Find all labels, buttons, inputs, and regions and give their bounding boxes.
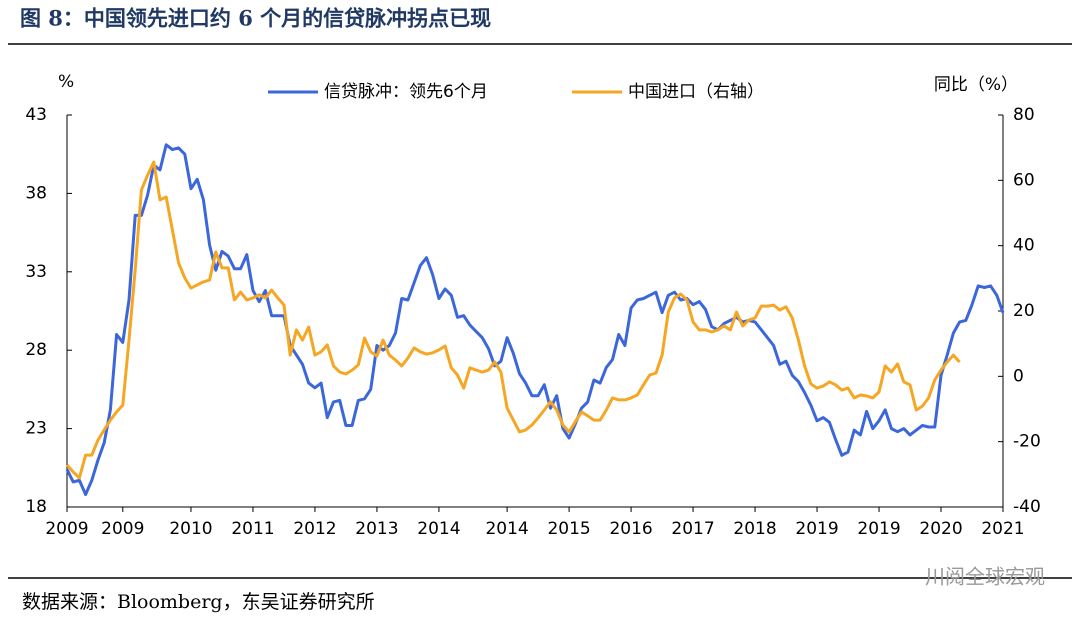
chart-title: 图 8：中国领先进口约 6 个月的信贷脉冲拐点已现	[20, 6, 491, 31]
y2-tick-label: 60	[1013, 170, 1035, 190]
legend-label: 中国进口（右轴）	[628, 82, 764, 102]
y-unit: %	[58, 72, 74, 92]
y2-tick-label: 0	[1013, 366, 1024, 386]
x-tick-label: 2021	[981, 519, 1024, 539]
y-tick-label: 23	[25, 419, 47, 439]
x-tick-label: 2016	[609, 519, 652, 539]
y2-unit: 同比（%）	[934, 75, 1018, 95]
source: 数据来源：Bloomberg，东吴证券研究所	[22, 591, 375, 613]
y-tick-label: 28	[25, 340, 47, 360]
y2-tick-label: 40	[1013, 236, 1035, 256]
x-tick-label: 2014	[417, 519, 460, 539]
x-tick-label: 2011	[231, 519, 274, 539]
y2-tick-label: 80	[1013, 105, 1035, 125]
legend-label: 信贷脉冲：领先6个月	[324, 82, 488, 102]
x-tick-label: 2014	[485, 519, 528, 539]
x-tick-label: 2013	[355, 519, 398, 539]
y2-tick-label: 20	[1013, 301, 1035, 321]
y-tick-label: 43	[25, 105, 47, 125]
x-tick-label: 2009	[101, 519, 144, 539]
x-tick-label: 2012	[293, 519, 336, 539]
x-tick-label: 2015	[547, 519, 590, 539]
x-tick-label: 2010	[169, 519, 212, 539]
y2-tick-label: -20	[1013, 432, 1041, 452]
x-tick-label: 2019	[857, 519, 900, 539]
x-tick-label: 2019	[795, 519, 838, 539]
y2-tick-label: -40	[1013, 497, 1041, 517]
x-tick-label: 2009	[45, 519, 88, 539]
watermark: 川阅全球宏观	[925, 565, 1045, 589]
x-tick-label: 2020	[919, 519, 962, 539]
x-tick-label: 2018	[733, 519, 776, 539]
y-tick-label: 33	[25, 262, 47, 282]
series-line	[65, 143, 1005, 496]
x-tick-label: 2017	[671, 519, 714, 539]
series-line	[65, 160, 961, 480]
y-tick-label: 38	[25, 183, 47, 203]
y-tick-label: 18	[25, 497, 47, 517]
